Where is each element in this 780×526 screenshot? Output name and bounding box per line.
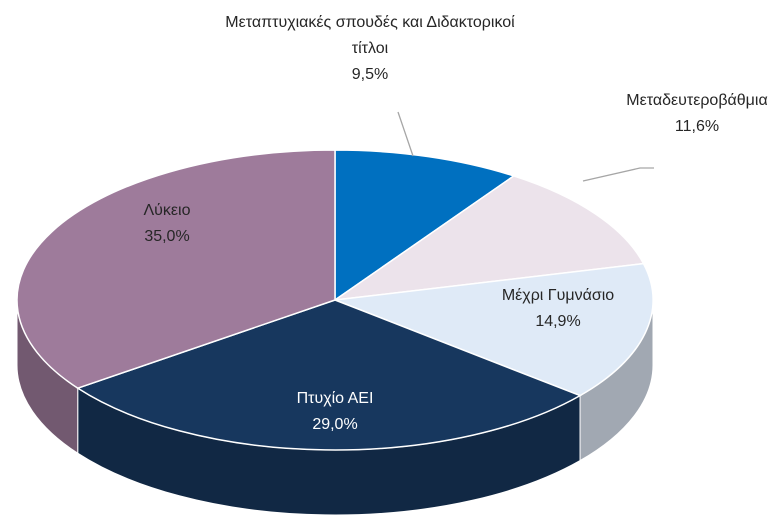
slice: [334, 175, 645, 301]
slice: [334, 149, 516, 302]
category-label: Λύκειο: [143, 202, 191, 219]
data-label: Μεταπτυχιακές σπουδές και Διδακτορικοί τ…: [220, 10, 520, 88]
category-label: Πτυχίο ΑΕΙ: [296, 390, 374, 407]
data-label: Πτυχίο ΑΕΙ 29,0%: [235, 386, 435, 438]
data-label: Μέχρι Γυμνάσιο 14,9%: [453, 283, 663, 335]
value-label: 9,5%: [351, 66, 389, 83]
value-label: 29,0%: [312, 416, 358, 433]
slice: [334, 262, 654, 397]
leader-line: [582, 167, 654, 182]
slice: [76, 299, 582, 451]
category-label: Μεταδευτεροβάθμια: [626, 92, 768, 109]
leader-line: [397, 111, 414, 157]
data-label: Μεταδευτεροβάθμια 11,6%: [617, 88, 777, 140]
value-label: 35,0%: [144, 228, 190, 245]
slice: [16, 149, 336, 389]
category-label: Μεταπτυχιακές σπουδές και Διδακτορικοί τ…: [225, 14, 515, 57]
category-label: Μέχρι Γυμνάσιο: [501, 287, 615, 304]
data-label: Λύκειο 35,0%: [87, 198, 247, 250]
value-label: 11,6%: [674, 118, 720, 135]
value-label: 14,9%: [535, 313, 581, 330]
